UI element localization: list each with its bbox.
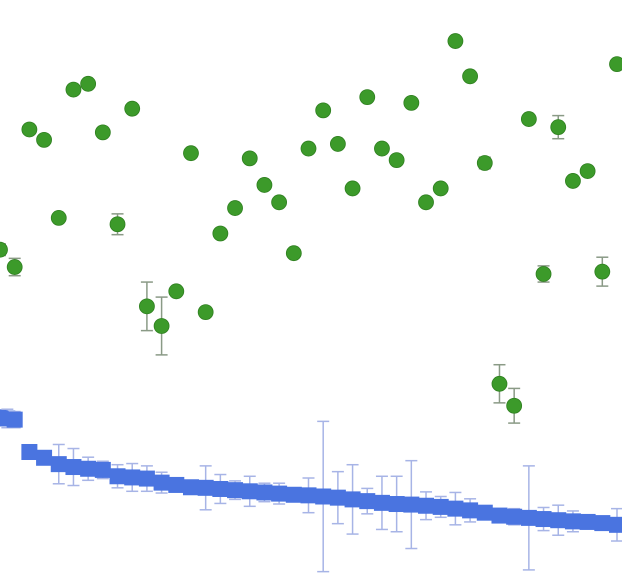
data-point — [257, 177, 272, 192]
data-point — [242, 151, 257, 166]
data-point — [360, 494, 375, 509]
data-point — [419, 498, 434, 513]
data-point — [477, 155, 492, 170]
data-point — [492, 508, 507, 523]
data-point — [595, 264, 610, 279]
data-point — [448, 34, 463, 49]
data-point — [404, 95, 419, 110]
data-point — [139, 471, 154, 486]
data-point — [125, 470, 140, 485]
data-point — [448, 501, 463, 516]
data-point — [565, 173, 580, 188]
data-point — [125, 101, 140, 116]
data-point — [7, 412, 22, 427]
data-point — [345, 492, 360, 507]
data-point — [580, 514, 595, 529]
data-point — [66, 82, 81, 97]
data-point — [404, 497, 419, 512]
data-point — [286, 487, 301, 502]
data-point — [272, 195, 287, 210]
data-point — [419, 195, 434, 210]
data-point — [51, 457, 66, 472]
data-point — [242, 484, 257, 499]
data-point — [507, 398, 522, 413]
data-point — [95, 125, 110, 140]
data-point — [213, 226, 228, 241]
data-point — [580, 164, 595, 179]
data-point — [154, 318, 169, 333]
data-point — [110, 217, 125, 232]
data-point — [51, 210, 66, 225]
data-point — [213, 481, 228, 496]
data-point — [169, 284, 184, 299]
data-point — [37, 450, 52, 465]
data-point — [389, 497, 404, 512]
data-point — [536, 266, 551, 281]
data-point — [139, 299, 154, 314]
data-point — [551, 513, 566, 528]
data-point — [66, 460, 81, 475]
data-point — [492, 376, 507, 391]
data-point — [286, 246, 301, 261]
data-point — [360, 90, 375, 105]
data-point — [330, 490, 345, 505]
data-point — [81, 461, 96, 476]
data-point — [301, 488, 316, 503]
data-point — [507, 509, 522, 524]
data-point — [110, 469, 125, 484]
data-point — [95, 462, 110, 477]
data-point — [610, 517, 622, 532]
data-point — [463, 503, 478, 518]
data-point — [389, 153, 404, 168]
data-point — [316, 103, 331, 118]
data-point — [154, 475, 169, 490]
data-point — [330, 136, 345, 151]
data-point — [551, 120, 566, 135]
data-point — [169, 477, 184, 492]
data-point — [316, 489, 331, 504]
data-point — [595, 516, 610, 531]
data-point — [301, 141, 316, 156]
data-point — [257, 485, 272, 500]
data-point — [198, 480, 213, 495]
data-point — [521, 112, 536, 127]
data-point — [272, 486, 287, 501]
data-point — [22, 444, 37, 459]
data-point — [477, 505, 492, 520]
data-point — [521, 510, 536, 525]
data-point — [536, 512, 551, 527]
data-point — [183, 480, 198, 495]
data-point — [433, 181, 448, 196]
data-point — [7, 260, 22, 275]
data-point — [610, 57, 622, 72]
data-point — [198, 305, 213, 320]
data-point — [374, 495, 389, 510]
data-point — [228, 483, 243, 498]
data-point — [228, 201, 243, 216]
data-point — [81, 76, 96, 91]
data-point — [22, 122, 37, 137]
data-point — [37, 132, 52, 147]
data-point — [345, 181, 360, 196]
data-point — [433, 499, 448, 514]
data-point — [565, 514, 580, 529]
data-point — [374, 141, 389, 156]
data-point — [463, 69, 478, 84]
data-point — [183, 146, 198, 161]
